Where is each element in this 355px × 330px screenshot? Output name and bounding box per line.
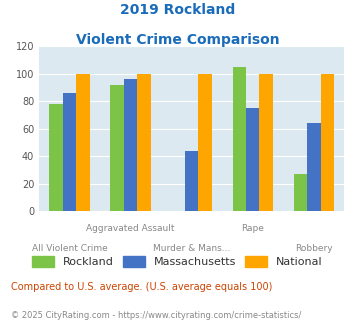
Bar xyxy=(294,174,307,211)
Bar xyxy=(233,67,246,211)
Bar xyxy=(137,74,151,211)
Text: Robbery: Robbery xyxy=(295,244,333,253)
Bar xyxy=(246,108,260,211)
Legend: Rockland, Massachusetts, National: Rockland, Massachusetts, National xyxy=(28,251,327,272)
Text: Compared to U.S. average. (U.S. average equals 100): Compared to U.S. average. (U.S. average … xyxy=(11,282,272,292)
Bar xyxy=(124,79,137,211)
Bar xyxy=(110,85,124,211)
Bar xyxy=(307,123,321,211)
Bar xyxy=(321,74,334,211)
Text: Violent Crime Comparison: Violent Crime Comparison xyxy=(76,33,279,47)
Text: Aggravated Assault: Aggravated Assault xyxy=(86,224,175,233)
Bar xyxy=(260,74,273,211)
Bar xyxy=(49,104,63,211)
Bar xyxy=(76,74,90,211)
Text: © 2025 CityRating.com - https://www.cityrating.com/crime-statistics/: © 2025 CityRating.com - https://www.city… xyxy=(11,311,301,320)
Text: Rape: Rape xyxy=(241,224,264,233)
Text: 2019 Rockland: 2019 Rockland xyxy=(120,3,235,17)
Text: Murder & Mans...: Murder & Mans... xyxy=(153,244,230,253)
Bar xyxy=(63,93,76,211)
Bar xyxy=(198,74,212,211)
Bar xyxy=(185,151,198,211)
Text: All Violent Crime: All Violent Crime xyxy=(32,244,108,253)
